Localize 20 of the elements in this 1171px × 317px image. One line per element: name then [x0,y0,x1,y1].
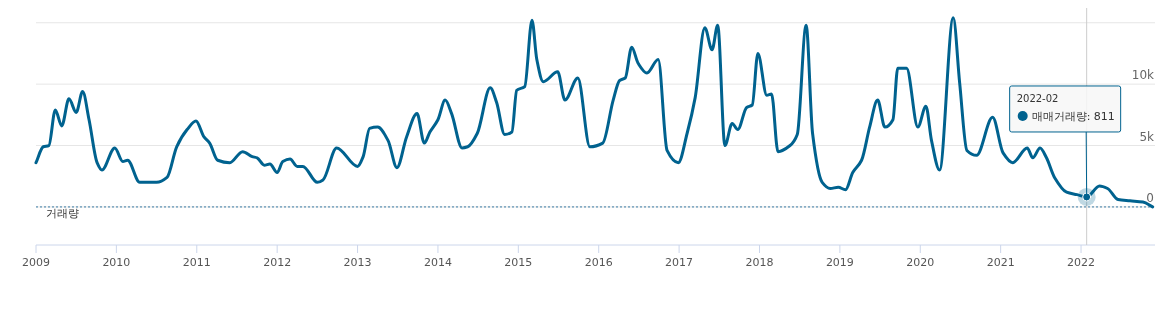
x-tick-label: 2010 [102,256,131,269]
y-tick-label: 0 [1146,190,1154,205]
annotation: 2022-02 [1016,92,1059,104]
x-tick-label: 2020 [906,256,935,269]
x-tick-label: 2013 [343,256,372,269]
x-tick-label: 2019 [825,256,854,269]
annotation: 매매거래량: 811 [1031,109,1115,123]
ref-line-label: 거래량 [46,206,79,220]
y-tick-label: 5k [1139,129,1155,144]
x-tick-label: 2014 [423,256,452,269]
x-tick-label: 2018 [745,256,774,269]
y-tick-label: 10k [1131,68,1155,83]
x-tick-label: 2009 [22,256,50,269]
x-tick-label: 2012 [263,256,292,269]
x-tick-label: 2016 [584,256,613,269]
x-tick-label: 2022 [1067,256,1096,269]
x-tick-label: 2021 [986,256,1015,269]
x-tick-label: 2015 [504,256,533,269]
x-tick-label: 2011 [182,256,211,269]
x-tick-label: 2017 [665,256,694,269]
